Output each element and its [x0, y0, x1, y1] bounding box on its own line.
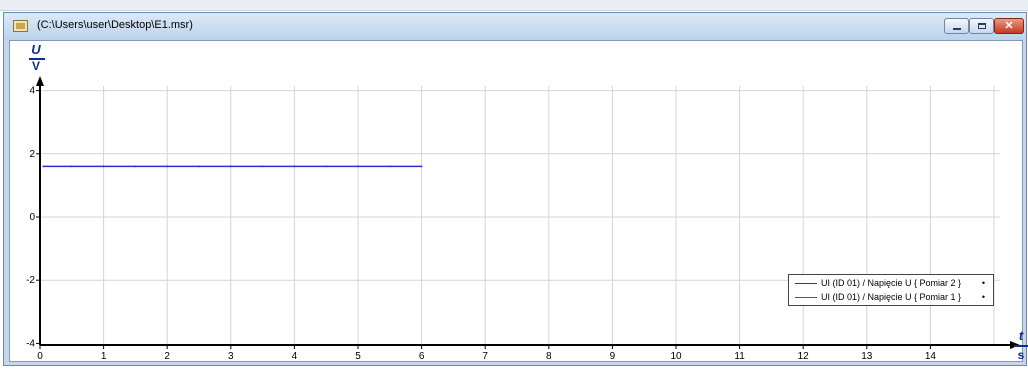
legend-marker: •	[981, 292, 985, 302]
y-axis-variable: U	[31, 42, 41, 57]
chart-area[interactable]: 0 1 2 3 4 5 6 7 8 9 10 11 12 13 14 4 2 0 -2 -4 U V t s	[9, 40, 1028, 362]
chart-legend: UI (ID 01) / Napięcie U { Pomiar 2 } • U…	[788, 274, 994, 306]
data-point	[102, 165, 105, 168]
x-tick-label: 7	[482, 351, 488, 362]
x-tick-label: 2	[164, 351, 170, 362]
x-tick-label: 11	[734, 351, 745, 362]
minimize-button[interactable]	[944, 18, 969, 34]
data-point	[389, 165, 391, 168]
x-tick-label: 12	[798, 351, 810, 362]
y-axis-fraction-bar	[29, 58, 45, 60]
y-tick-label: -4	[26, 338, 35, 349]
y-tick-label: 0	[29, 212, 35, 223]
x-tick-label: 8	[546, 351, 552, 362]
title-bar[interactable]: (C:\Users\user\Desktop\E1.msr) ✕	[4, 13, 1026, 40]
maximize-button[interactable]	[969, 18, 994, 34]
data-point	[42, 165, 44, 168]
x-tick-label: 10	[670, 351, 682, 362]
top-strip	[0, 0, 1028, 11]
legend-item: UI (ID 01) / Napięcie U { Pomiar 1 } •	[795, 291, 991, 305]
y-axis-unit: V	[31, 59, 40, 73]
close-icon: ✕	[1004, 20, 1014, 32]
legend-label: UI (ID 01) / Napięcie U { Pomiar 1 }	[821, 292, 962, 302]
y-tick-label: 2	[29, 149, 35, 160]
data-point	[293, 165, 296, 168]
data-point	[166, 165, 168, 168]
data-point	[420, 165, 423, 168]
legend-label: UI (ID 01) / Napięcie U { Pomiar 2 }	[821, 278, 962, 288]
data-point	[71, 165, 73, 168]
window-title: (C:\Users\user\Desktop\E1.msr)	[37, 19, 193, 31]
y-axis-arrow	[36, 76, 44, 86]
x-tick-label: 1	[101, 351, 107, 362]
x-tick-label: 6	[419, 351, 425, 362]
maximize-icon	[978, 23, 986, 29]
data-point	[198, 165, 200, 168]
legend-item: UI (ID 01) / Napięcie U { Pomiar 2 } •	[795, 277, 991, 291]
data-point	[134, 165, 137, 168]
close-button[interactable]: ✕	[994, 18, 1024, 34]
data-point	[357, 165, 359, 168]
x-axis-variable: t	[1018, 328, 1024, 343]
legend-marker: •	[981, 278, 985, 288]
x-tick-label: 4	[292, 351, 298, 362]
x-tick-label: 5	[355, 351, 361, 362]
x-tick-label: 13	[861, 351, 873, 362]
y-tick-label: 4	[29, 86, 35, 97]
x-tick-label: 3	[228, 351, 234, 362]
data-point	[230, 165, 232, 168]
data-point	[261, 165, 264, 168]
minimize-icon	[953, 28, 961, 30]
x-tick-label: 0	[37, 351, 43, 362]
app-icon[interactable]	[13, 20, 28, 32]
data-point	[325, 165, 328, 168]
x-axis-unit: s	[1017, 348, 1025, 362]
x-tick-label: 14	[925, 351, 937, 362]
y-tick-label: -2	[26, 275, 35, 286]
legend-swatch	[795, 283, 817, 284]
x-axis-fraction-bar	[1014, 345, 1028, 347]
x-tick-label: 9	[610, 351, 616, 362]
legend-swatch	[795, 297, 817, 298]
